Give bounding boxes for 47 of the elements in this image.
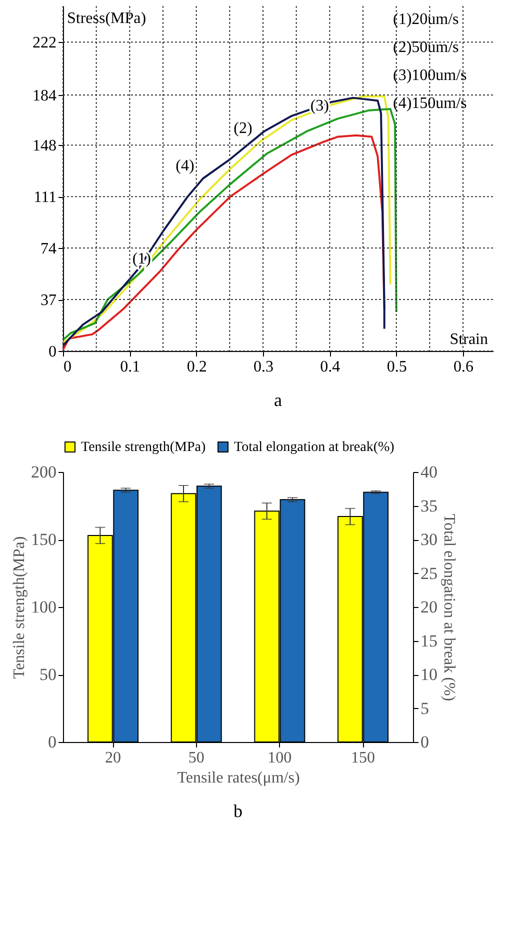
- x-tick-label: 0.5: [386, 358, 407, 376]
- y2-tick-label: 20: [420, 598, 438, 616]
- y2-tick-label: 5: [420, 698, 429, 718]
- legend-label: Total elongation at break(%): [234, 440, 395, 455]
- x-tick-label: 100: [268, 750, 292, 766]
- y-tick-label: 0: [48, 732, 56, 752]
- x-tick-label: 150: [351, 750, 375, 766]
- y-tick-label: 184: [32, 88, 56, 105]
- y2-tick-label: 0: [420, 732, 429, 752]
- y-tick-label: 100: [31, 598, 56, 616]
- y2-tick-label: 35: [420, 496, 438, 516]
- annotation: (1)20um/s: [393, 11, 459, 28]
- text: b: [234, 801, 242, 821]
- y2-tick-label: 40: [420, 462, 438, 482]
- y-tick-label: 37: [40, 292, 56, 310]
- annotation: (4): [176, 158, 194, 174]
- x-tick-label: 20: [105, 750, 121, 766]
- legend-label: Tensile strength(MPa): [81, 440, 206, 455]
- y-tick-label: 74: [40, 240, 56, 258]
- y-tick-label: 150: [31, 530, 56, 549]
- y2-tick-label: 15: [420, 631, 438, 650]
- y-tick-label: 0: [48, 344, 56, 360]
- annotation: (2)50um/s: [393, 39, 459, 56]
- y-tick-label: 111: [34, 189, 56, 206]
- annotation: (2): [234, 120, 252, 137]
- y-tick-label: 50: [40, 665, 56, 684]
- y2-tick-label: 10: [420, 665, 438, 684]
- text: a: [274, 390, 282, 410]
- y2-tick-label: 25: [420, 564, 438, 583]
- x-tick-label: 0.3: [254, 358, 274, 376]
- x-tick-label: 0.1: [120, 358, 140, 376]
- annotation: (4)150um/s: [393, 95, 467, 112]
- x-tick-label: 0.6: [454, 358, 474, 376]
- x-axis-title: Strain: [450, 331, 488, 348]
- y-axis-title: Tensile strength(MPa): [11, 536, 28, 679]
- x-axis-title: Tensile rates(μm/s): [177, 770, 300, 786]
- x-tick-label: 0.2: [186, 358, 207, 376]
- annotation: (3)100um/s: [393, 67, 467, 84]
- y2-tick-label: 30: [420, 530, 438, 549]
- y2-axis-title: Total elongation at break (%): [440, 514, 458, 702]
- y-tick-label: 222: [32, 34, 56, 52]
- y-axis-title: Stress(MPa): [67, 10, 146, 27]
- x-tick-label: 0.4: [320, 358, 340, 376]
- y-tick-label: 148: [32, 138, 56, 155]
- x-tick-label: 50: [188, 750, 204, 766]
- y-tick-label: 200: [31, 462, 56, 482]
- x-tick-label: 0: [64, 358, 72, 376]
